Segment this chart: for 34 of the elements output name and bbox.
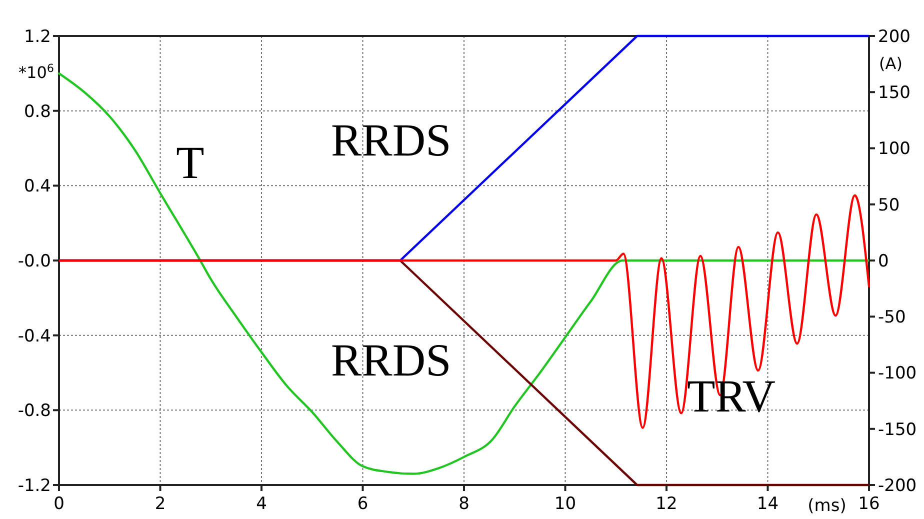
y2-tick-label: -200 xyxy=(878,476,917,496)
y2-tick-label: -100 xyxy=(878,364,917,384)
y2-tick-label: 150 xyxy=(878,83,910,104)
line-series xyxy=(58,72,870,475)
y-tick-label: -0.8 xyxy=(18,401,51,422)
x-tick-label: 6 xyxy=(357,494,368,514)
x-tick-label: 8 xyxy=(458,494,470,514)
y2-tick-label: 0 xyxy=(878,251,889,272)
x-axis-title: (ms) xyxy=(808,496,846,516)
y2-tick-label: -150 xyxy=(878,420,917,440)
x-tick-label: 4 xyxy=(256,494,267,514)
y2-tick-label: 100 xyxy=(878,139,910,160)
x-tick-label: 10 xyxy=(554,494,576,514)
annotation: RRDS xyxy=(331,334,452,386)
annotation: T xyxy=(176,136,204,188)
y-axis-title: *10$^{6}$ xyxy=(18,62,54,82)
x-tick-label: 12 xyxy=(656,494,678,514)
y2-tick-label: 200 xyxy=(878,26,910,47)
x-tick-label: 16 xyxy=(858,494,880,514)
y2-tick-label: -50 xyxy=(878,308,906,328)
line-series xyxy=(58,194,870,429)
y-tick-label: 0.4 xyxy=(24,176,51,197)
y-tick-label: -0.4 xyxy=(18,326,51,346)
x-tick-label: 0 xyxy=(54,494,64,514)
y-tick-label: 1.2 xyxy=(24,26,51,47)
annotation: RRDS xyxy=(331,114,452,166)
y-tick-label: -0.0 xyxy=(18,251,51,272)
x-tick-label: 14 xyxy=(756,494,779,514)
annotation: TRV xyxy=(687,370,776,422)
y2-axis-title: (A) xyxy=(879,54,902,73)
y2-tick-label: 50 xyxy=(878,195,900,216)
y-tick-label: 0.8 xyxy=(24,102,51,122)
x-tick-label: 2 xyxy=(154,494,166,514)
y-tick-label: -1.2 xyxy=(18,476,51,496)
